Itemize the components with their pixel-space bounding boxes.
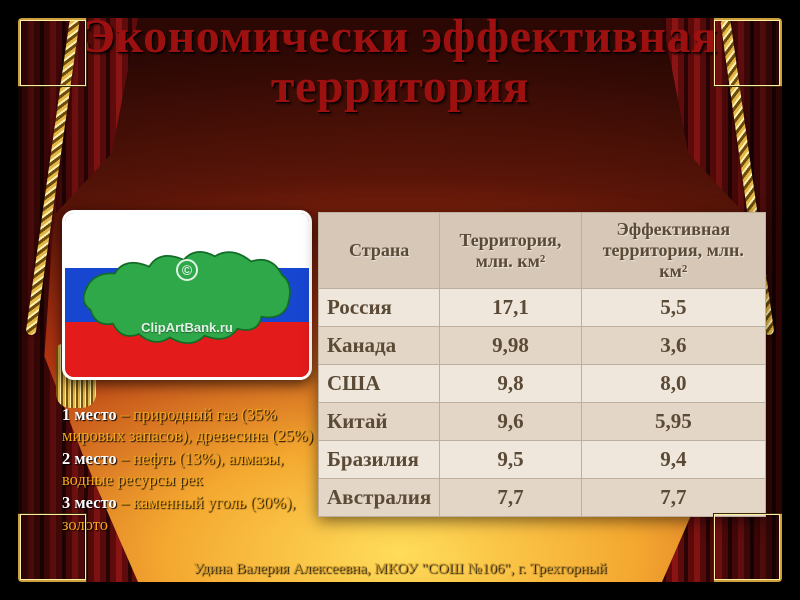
table-row: Россия17,15,5: [319, 289, 766, 327]
value-cell: 9,4: [581, 441, 765, 479]
copyright-icon: ©: [176, 259, 198, 281]
table-header-cell: Страна: [319, 213, 440, 289]
country-cell: Австралия: [319, 479, 440, 517]
table-header-cell: Территория, млн. км²: [440, 213, 581, 289]
rank-line: 2 место – нефть (13%), алмазы, водные ре…: [62, 448, 316, 490]
value-cell: 8,0: [581, 365, 765, 403]
table-header-cell: Эффективная территория, млн. км²: [581, 213, 765, 289]
table-row: США9,88,0: [319, 365, 766, 403]
flag-watermark: ClipArtBank.ru: [65, 320, 309, 335]
country-cell: Канада: [319, 327, 440, 365]
rank-label: 2 место: [62, 449, 117, 468]
table-row: Китай9,65,95: [319, 403, 766, 441]
table-header-row: СтранаТерритория, млн. км²Эффективная те…: [319, 213, 766, 289]
rankings-block: 1 место – природный газ (35% мировых зап…: [62, 404, 316, 537]
value-cell: 5,95: [581, 403, 765, 441]
value-cell: 9,8: [440, 365, 581, 403]
frame-corner: [18, 18, 86, 86]
country-cell: Китай: [319, 403, 440, 441]
slide-stage: Экономически эффективная территория © Cl…: [18, 18, 782, 582]
rank-line: 1 место – природный газ (35% мировых зап…: [62, 404, 316, 446]
frame-corner: [714, 514, 782, 582]
russia-flag-graphic: © ClipArtBank.ru: [62, 210, 312, 380]
rank-line: 3 место – каменный уголь (30%), золото: [62, 492, 316, 534]
country-cell: Россия: [319, 289, 440, 327]
value-cell: 3,6: [581, 327, 765, 365]
rank-label: 3 место: [62, 493, 117, 512]
table-row: Австралия7,77,7: [319, 479, 766, 517]
value-cell: 17,1: [440, 289, 581, 327]
frame-corner: [18, 514, 86, 582]
frame-corner: [714, 18, 782, 86]
value-cell: 5,5: [581, 289, 765, 327]
slide-title: Экономически эффективная территория: [18, 18, 782, 113]
russia-map-icon: [65, 213, 309, 377]
rank-label: 1 место: [62, 405, 117, 424]
slide-footer: Удина Валерия Алексеевна, МКОУ "СОШ №106…: [18, 561, 782, 578]
country-cell: Бразилия: [319, 441, 440, 479]
territory-table: СтранаТерритория, млн. км²Эффективная те…: [318, 212, 766, 517]
table-row: Канада9,983,6: [319, 327, 766, 365]
table-row: Бразилия9,59,4: [319, 441, 766, 479]
value-cell: 9,6: [440, 403, 581, 441]
value-cell: 7,7: [440, 479, 581, 517]
value-cell: 7,7: [581, 479, 765, 517]
value-cell: 9,5: [440, 441, 581, 479]
value-cell: 9,98: [440, 327, 581, 365]
country-cell: США: [319, 365, 440, 403]
